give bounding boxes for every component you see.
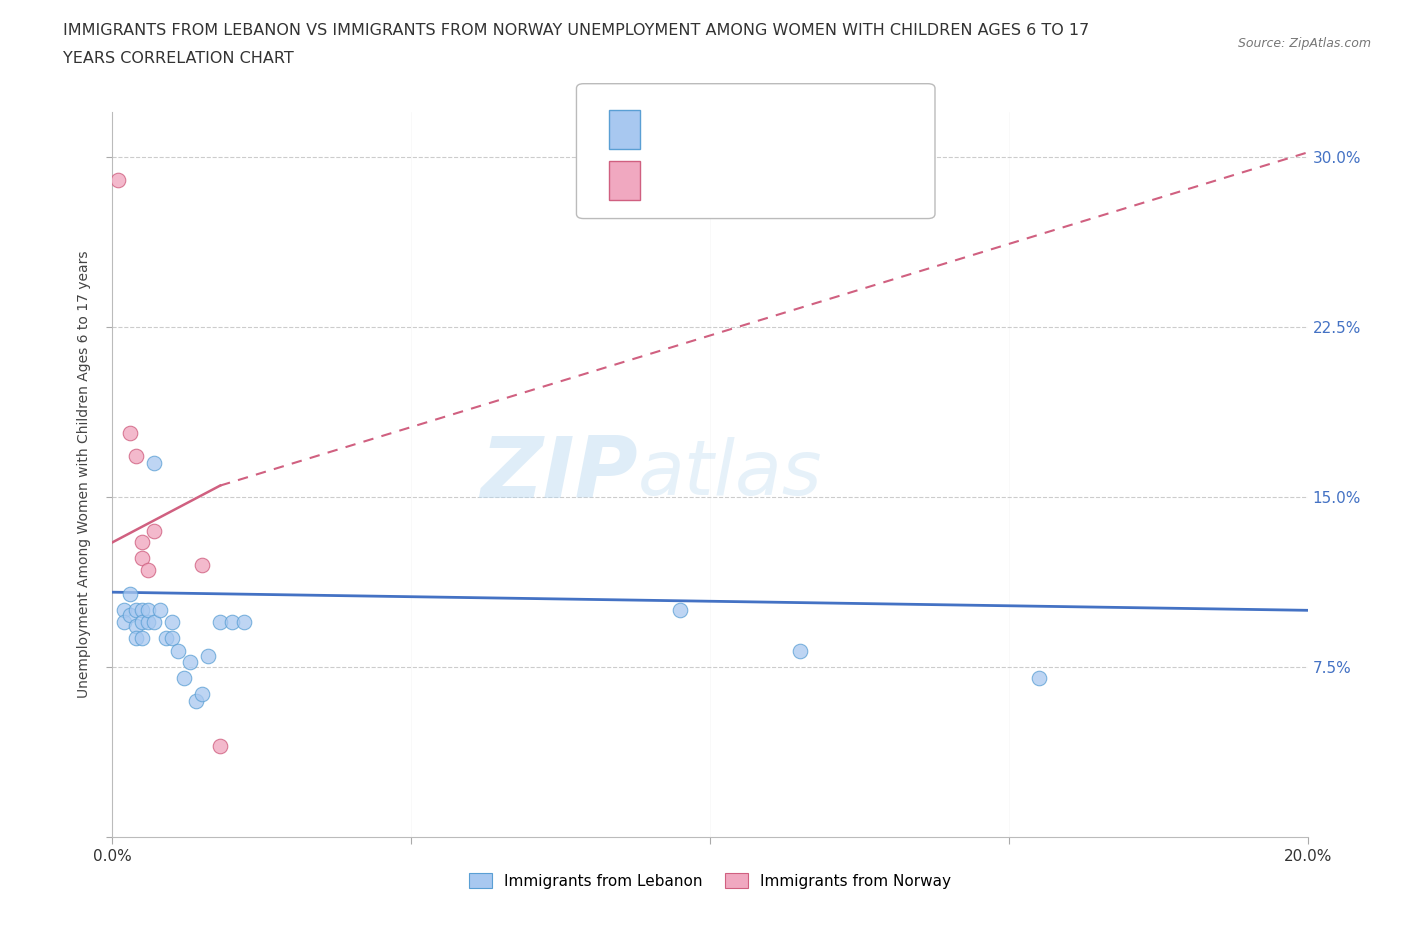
Point [143,614,166,629]
Point [669,603,692,618]
Point [131,535,153,550]
Text: YEARS CORRELATION CHART: YEARS CORRELATION CHART [63,51,294,66]
Point [1028,671,1050,685]
Y-axis label: Unemployment Among Women with Children Ages 6 to 17 years: Unemployment Among Women with Children A… [77,250,91,698]
Point [131,603,153,618]
Point [138,614,160,629]
Point [125,603,148,618]
Point [149,603,172,618]
Point [186,694,208,709]
Text: Source: ZipAtlas.com: Source: ZipAtlas.com [1237,37,1371,50]
Point [197,648,219,663]
Point [143,456,166,471]
Point [209,738,232,753]
Text: R =: R = [654,118,690,137]
Point [179,655,201,670]
Text: ZIP: ZIP [481,432,638,516]
Point [131,631,153,645]
Point [131,551,153,565]
Point [107,172,129,187]
Text: -0.040: -0.040 [693,118,747,137]
Text: 9: 9 [830,169,845,188]
Text: N =: N = [787,118,824,137]
Text: N =: N = [787,169,824,188]
Point [125,631,148,645]
Point [120,426,142,441]
Point [125,449,148,464]
Point [143,524,166,538]
Point [155,631,177,645]
Point [162,614,183,629]
Point [221,614,243,629]
Point [114,603,135,618]
Point [131,614,153,629]
Point [138,603,160,618]
Text: 0.040: 0.040 [693,169,745,188]
Point [191,558,214,573]
Text: IMMIGRANTS FROM LEBANON VS IMMIGRANTS FROM NORWAY UNEMPLOYMENT AMONG WOMEN WITH : IMMIGRANTS FROM LEBANON VS IMMIGRANTS FR… [63,23,1090,38]
Point [191,686,214,701]
Point [125,618,148,633]
Text: R =: R = [654,169,690,188]
Point [138,562,160,577]
Point [173,671,195,685]
Legend: Immigrants from Lebanon, Immigrants from Norway: Immigrants from Lebanon, Immigrants from… [463,867,957,895]
Point [789,644,811,658]
Point [120,587,142,602]
Point [233,614,256,629]
Point [167,644,190,658]
Point [162,631,183,645]
Point [120,607,142,622]
Point [114,614,135,629]
Point [209,614,232,629]
Text: atlas: atlas [638,437,823,512]
Text: 30: 30 [830,118,851,137]
